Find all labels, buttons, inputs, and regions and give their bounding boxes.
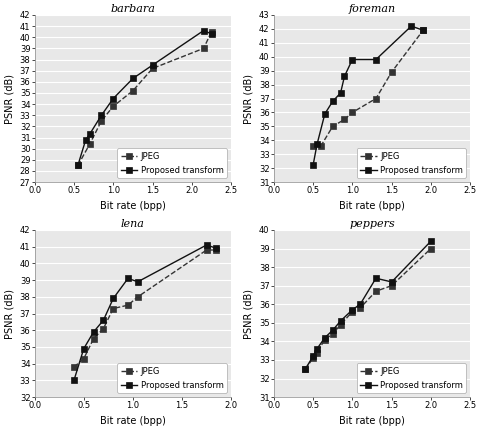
Proposed transform bbox=[310, 163, 315, 168]
Y-axis label: PSNR (dB): PSNR (dB) bbox=[243, 74, 253, 123]
JPEG bbox=[372, 96, 378, 101]
Line: Proposed transform: Proposed transform bbox=[75, 28, 214, 168]
Line: JPEG: JPEG bbox=[310, 28, 425, 149]
JPEG bbox=[349, 309, 355, 314]
Proposed transform bbox=[388, 280, 394, 285]
Proposed transform bbox=[408, 24, 413, 29]
JPEG bbox=[301, 367, 307, 372]
Title: barbara: barbara bbox=[110, 4, 155, 14]
Y-axis label: PSNR (dB): PSNR (dB) bbox=[4, 289, 14, 338]
Line: Proposed transform: Proposed transform bbox=[310, 23, 425, 168]
Proposed transform bbox=[75, 163, 81, 168]
Proposed transform bbox=[372, 276, 378, 281]
Line: Proposed transform: Proposed transform bbox=[71, 242, 219, 383]
X-axis label: Bit rate (bpp): Bit rate (bpp) bbox=[338, 201, 404, 211]
Proposed transform bbox=[301, 367, 307, 372]
Proposed transform bbox=[372, 57, 378, 62]
Proposed transform bbox=[125, 276, 131, 281]
X-axis label: Bit rate (bpp): Bit rate (bpp) bbox=[100, 416, 166, 426]
Y-axis label: PSNR (dB): PSNR (dB) bbox=[4, 74, 14, 123]
JPEG bbox=[91, 336, 96, 341]
Proposed transform bbox=[83, 137, 88, 142]
Proposed transform bbox=[357, 302, 362, 307]
JPEG bbox=[321, 337, 327, 342]
Proposed transform bbox=[149, 62, 155, 68]
Proposed transform bbox=[204, 243, 209, 248]
Proposed transform bbox=[91, 329, 96, 335]
JPEG bbox=[208, 29, 214, 34]
X-axis label: Bit rate (bpp): Bit rate (bpp) bbox=[338, 416, 404, 426]
Title: peppers: peppers bbox=[348, 219, 394, 229]
JPEG bbox=[100, 326, 106, 331]
JPEG bbox=[341, 117, 347, 122]
Proposed transform bbox=[420, 28, 425, 33]
Proposed transform bbox=[427, 239, 433, 244]
Proposed transform bbox=[337, 318, 343, 323]
JPEG bbox=[357, 305, 362, 310]
Proposed transform bbox=[110, 296, 116, 301]
JPEG bbox=[313, 350, 319, 355]
JPEG bbox=[388, 283, 394, 288]
JPEG bbox=[317, 143, 323, 148]
Proposed transform bbox=[310, 353, 315, 359]
JPEG bbox=[98, 118, 104, 123]
Line: JPEG: JPEG bbox=[75, 29, 214, 168]
Proposed transform bbox=[81, 346, 86, 351]
Legend: JPEG, Proposed transform: JPEG, Proposed transform bbox=[356, 148, 465, 178]
Proposed transform bbox=[200, 28, 206, 33]
Proposed transform bbox=[337, 90, 343, 95]
JPEG bbox=[310, 143, 315, 148]
JPEG bbox=[200, 46, 206, 51]
Proposed transform bbox=[313, 346, 319, 351]
JPEG bbox=[75, 163, 81, 168]
Title: lena: lena bbox=[120, 219, 144, 229]
Title: foreman: foreman bbox=[348, 4, 395, 14]
Line: Proposed transform: Proposed transform bbox=[302, 238, 433, 372]
Proposed transform bbox=[321, 111, 327, 117]
JPEG bbox=[427, 246, 433, 251]
Line: JPEG: JPEG bbox=[302, 246, 433, 372]
JPEG bbox=[337, 322, 343, 327]
JPEG bbox=[110, 306, 116, 311]
JPEG bbox=[135, 294, 141, 299]
JPEG bbox=[204, 247, 209, 252]
Legend: JPEG, Proposed transform: JPEG, Proposed transform bbox=[356, 363, 465, 393]
X-axis label: Bit rate (bpp): Bit rate (bpp) bbox=[100, 201, 166, 211]
Proposed transform bbox=[110, 96, 116, 101]
Proposed transform bbox=[341, 74, 347, 79]
Proposed transform bbox=[313, 142, 319, 147]
JPEG bbox=[71, 365, 77, 370]
JPEG bbox=[130, 88, 135, 93]
Proposed transform bbox=[349, 57, 355, 62]
JPEG bbox=[81, 356, 86, 361]
Proposed transform bbox=[213, 246, 219, 251]
Proposed transform bbox=[329, 328, 335, 333]
JPEG bbox=[110, 104, 116, 109]
Line: JPEG: JPEG bbox=[71, 247, 219, 370]
Proposed transform bbox=[71, 378, 77, 383]
Proposed transform bbox=[208, 31, 214, 37]
Legend: JPEG, Proposed transform: JPEG, Proposed transform bbox=[117, 363, 227, 393]
JPEG bbox=[388, 70, 394, 75]
JPEG bbox=[125, 303, 131, 308]
JPEG bbox=[86, 141, 92, 147]
Proposed transform bbox=[349, 307, 355, 312]
Proposed transform bbox=[135, 279, 141, 284]
JPEG bbox=[349, 110, 355, 115]
Y-axis label: PSNR (dB): PSNR (dB) bbox=[243, 289, 253, 338]
Proposed transform bbox=[321, 335, 327, 340]
JPEG bbox=[372, 289, 378, 294]
Proposed transform bbox=[329, 99, 335, 104]
JPEG bbox=[420, 28, 425, 33]
Proposed transform bbox=[86, 132, 92, 137]
Legend: JPEG, Proposed transform: JPEG, Proposed transform bbox=[117, 148, 227, 178]
JPEG bbox=[213, 247, 219, 252]
Proposed transform bbox=[100, 318, 106, 323]
JPEG bbox=[329, 124, 335, 129]
Proposed transform bbox=[98, 113, 104, 118]
JPEG bbox=[149, 66, 155, 71]
JPEG bbox=[310, 356, 315, 361]
JPEG bbox=[329, 332, 335, 337]
Proposed transform bbox=[130, 76, 135, 81]
